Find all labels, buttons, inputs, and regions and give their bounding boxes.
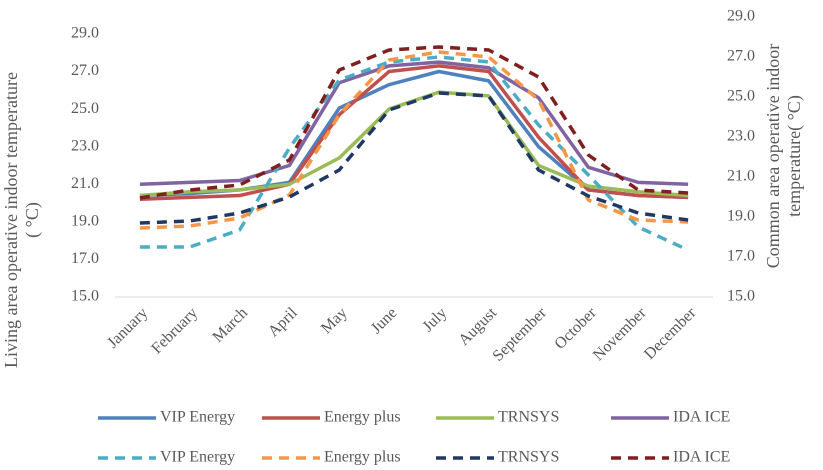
x-tick-label: October <box>551 304 600 353</box>
y-tick-label: 27.0 <box>71 62 99 79</box>
legend-label: Energy plus <box>324 449 401 466</box>
y2-tick-label: 25.0 <box>727 88 755 105</box>
y-tick-label: 29.0 <box>71 25 99 42</box>
y2-axis-title: Common area operative indoor temperature… <box>763 43 804 269</box>
legend-label: TRNSYS <box>498 409 559 426</box>
series-line <box>139 60 689 186</box>
series-line <box>139 45 689 200</box>
x-tick-label: August <box>455 304 500 349</box>
y-tick-label: 15.0 <box>71 288 99 305</box>
x-tick-label: July <box>419 304 450 335</box>
legend-label: VIP Energy <box>160 409 235 426</box>
y-tick-label: 25.0 <box>71 100 99 117</box>
x-tick-label: September <box>490 304 551 365</box>
series-line <box>139 91 689 225</box>
legend-label: IDA ICE <box>673 449 730 466</box>
series-line <box>139 64 689 202</box>
y-tick-label: 17.0 <box>71 250 99 267</box>
y2-tick-label: 15.0 <box>727 288 755 305</box>
y-axis-title: Living area operative indoor temperature… <box>1 72 42 368</box>
series-line <box>139 50 689 230</box>
legend-label: IDA ICE <box>673 409 730 426</box>
legend-label: Energy plus <box>324 409 401 426</box>
x-tick-label: February <box>148 304 201 357</box>
y-tick-label: 23.0 <box>71 137 99 154</box>
x-tick-label: June <box>368 304 401 337</box>
series-line <box>139 69 689 200</box>
legend-label: TRNSYS <box>498 449 559 466</box>
y2-tick-label: 17.0 <box>727 248 755 265</box>
y2-tick-label: 27.0 <box>727 48 755 65</box>
x-tick-label: May <box>318 304 351 337</box>
y2-tick-label: 21.0 <box>727 168 755 185</box>
y-tick-label: 19.0 <box>71 213 99 230</box>
legend-label: VIP Energy <box>160 449 235 466</box>
x-tick-label: November <box>590 304 650 364</box>
series-line <box>139 55 689 252</box>
x-tick-label: April <box>265 304 301 340</box>
y2-tick-label: 23.0 <box>727 128 755 145</box>
x-tick-label: December <box>641 304 700 363</box>
y-tick-label: 21.0 <box>71 175 99 192</box>
x-tick-label: January <box>104 304 151 351</box>
x-tick-label: March <box>209 304 251 346</box>
y2-tick-label: 29.0 <box>727 8 755 25</box>
y2-tick-label: 19.0 <box>727 208 755 225</box>
